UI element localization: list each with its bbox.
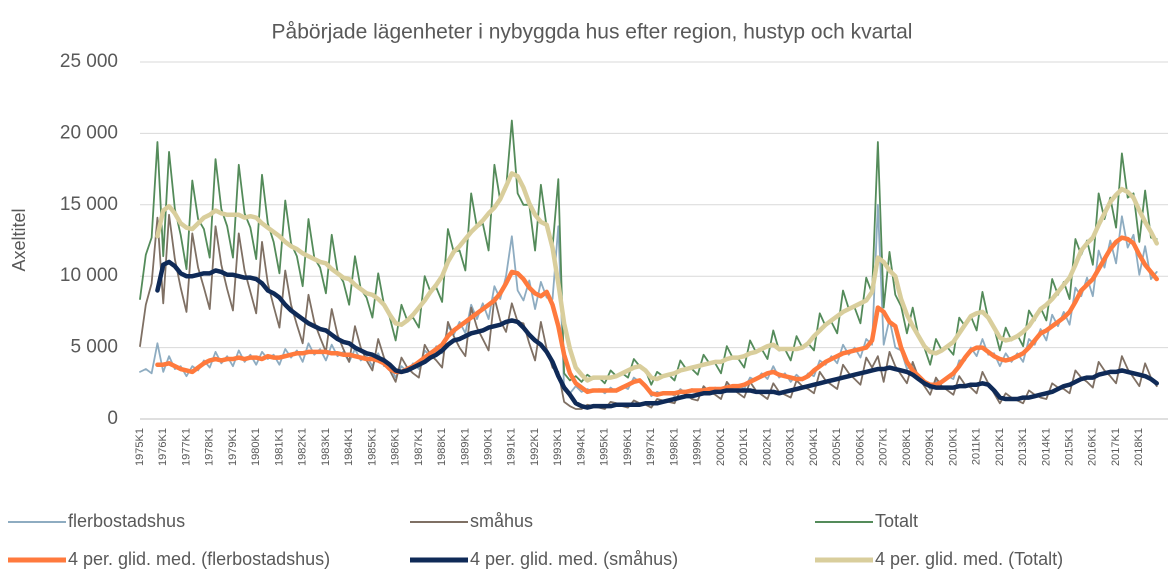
x-tick-label: 1994K1 [575,428,587,466]
x-tick-label: 1988K1 [436,428,448,466]
y-tick-label: 10 000 [60,265,118,286]
x-tick-label: 1993K1 [552,428,564,466]
legend-label: 4 per. glid. med. (småhus) [470,549,678,569]
x-tick-label: 1985K1 [366,428,378,466]
x-tick-label: 2005K1 [831,428,843,466]
x-tick-label: 1992K1 [529,428,541,466]
legend: flerbostadshus småhus Totalt 4 per. glid. m… [8,511,1063,569]
x-tick-label: 2000K1 [715,428,727,466]
x-tick-label: 1975K1 [134,428,146,466]
chart-title: Påbörjade lägenheter i nybyggda hus efte… [272,21,913,44]
x-tick-label: 1978K1 [204,428,216,466]
x-tick-label: 2017K1 [1110,428,1122,466]
y-tick-label: 25 000 [60,51,118,72]
series-line [155,171,1159,383]
x-tick-label: 2001K1 [738,428,750,466]
legend-label: 4 per. glid. med. (Totalt) [875,549,1063,569]
x-tick-label: 1977K1 [180,428,192,466]
x-tick-label: 2012K1 [994,428,1006,466]
y-tick-label: 0 [107,408,118,429]
x-tick-label: 1981K1 [273,428,285,466]
x-tick-label: 1996K1 [622,428,634,466]
x-tick-label: 2007K1 [878,428,890,466]
y-tick-label: 5 000 [70,337,118,358]
x-tick-label: 2010K1 [947,428,959,466]
legend-label: Totalt [875,511,918,531]
x-tick-label: 2004K1 [808,428,820,466]
x-tick-label: 1987K1 [413,428,425,466]
y-tick-label: 15 000 [60,194,118,215]
series-line [139,213,1158,410]
x-tick-label: 2013K1 [1017,428,1029,466]
x-tick-label: 2003K1 [785,428,797,466]
x-tick-label: 1998K1 [668,428,680,466]
x-tick-label: 1984K1 [343,428,355,466]
x-tick-label: 2006K1 [854,428,866,466]
series-line [155,259,1159,410]
plot-area [139,119,1159,410]
legend-label: flerbostadshus [68,511,185,531]
x-tick-label: 1983K1 [320,428,332,466]
series-line [139,203,1158,398]
x-tick-label: 2009K1 [924,428,936,466]
x-tick-label: 1990K1 [483,428,495,466]
legend-label: småhus [470,511,533,531]
x-tick-label: 2015K1 [1064,428,1076,466]
x-tick-label: 2008K1 [901,428,913,466]
x-tick-label: 1991K1 [506,428,518,466]
y-axis-title: Axeltitel [9,208,29,271]
grid: 0 5 000 10 000 15 000 20 000 25 000 1975K1 1976… [60,51,1168,466]
x-tick-label: 1986K1 [390,428,402,466]
y-tick-label: 20 000 [60,122,118,143]
x-tick-label: 2016K1 [1087,428,1099,466]
series-line [155,235,1159,397]
x-tick-label: 2014K1 [1040,428,1052,466]
x-tick-label: 1980K1 [250,428,262,466]
x-tick-label: 2011K1 [971,428,983,465]
x-tick-label: 2018K1 [1133,428,1145,466]
x-tick-label: 1982K1 [297,428,309,466]
series-line [139,119,1158,386]
x-tick-label: 1995K1 [599,428,611,466]
x-tick-label: 1999K1 [692,428,704,466]
x-tick-label: 1979K1 [227,428,239,466]
x-tick-label: 2002K1 [761,428,773,466]
x-tick-label: 1989K1 [459,428,471,466]
x-tick-label: 1976K1 [157,428,169,466]
x-tick-label: 1997K1 [645,428,657,466]
legend-label: 4 per. glid. med. (flerbostadshus) [68,549,330,569]
